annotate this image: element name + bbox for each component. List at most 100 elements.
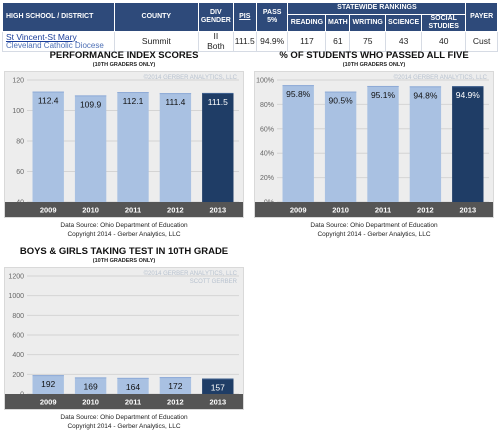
data-label: 109.9: [80, 99, 102, 109]
division-value: II: [213, 31, 219, 42]
data-source-note: Data Source: Ohio Department of Educatio…: [4, 414, 244, 432]
source-text: Data Source: Ohio Department of Educatio…: [60, 414, 188, 421]
x-tick-label: 2010: [82, 398, 99, 407]
science-rank-cell: 43: [385, 31, 423, 53]
social-rank-cell: 40: [421, 31, 467, 53]
col-div-header[interactable]: DIV GENDER: [197, 1, 234, 33]
col-rankings-header: STATEWIDE RANKINGS: [287, 2, 467, 15]
bar: [32, 91, 64, 202]
y-tick-label: 200: [12, 372, 24, 379]
students-tested-panel: BOYS & GIRLS TAKING TEST IN 10TH GRADE (…: [4, 246, 244, 432]
bar-top-edge: [74, 377, 107, 379]
data-label: 95.1%: [371, 90, 396, 100]
bar: [32, 375, 64, 394]
bar-top-edge: [367, 85, 399, 87]
bar: [367, 85, 399, 202]
col-payer-header[interactable]: PAYER: [465, 1, 498, 33]
bar: [409, 86, 442, 202]
bar-top-edge: [117, 92, 149, 94]
bar: [452, 86, 484, 202]
pis-link[interactable]: PIS: [239, 13, 251, 21]
bar-top-edge: [159, 93, 192, 95]
y-tick-label: 400: [12, 352, 24, 359]
school-cell: St Vincent-St Mary Cleveland Catholic Di…: [2, 31, 115, 53]
watermark-line: ©2014 GERBER ANALYTICS, LLC: [143, 271, 237, 277]
bar: [74, 95, 107, 202]
watermark: ©2014 GERBER ANALYTICS, LLC: [393, 75, 487, 81]
data-label: 111.5: [208, 97, 228, 107]
data-label: 157: [211, 383, 225, 393]
col-pass-header[interactable]: PASS 5%: [255, 1, 289, 33]
chart-subtitle: (10TH GRADERS ONLY): [92, 258, 156, 264]
gender-value: Both: [207, 40, 225, 51]
performance-index-panel: PERFORMANCE INDEX SCORES (10TH GRADERS O…: [4, 50, 244, 240]
y-tick-label: 120: [12, 78, 24, 85]
source-text: Data Source: Ohio Department of Educatio…: [310, 222, 438, 229]
col-social-header[interactable]: SOCIAL STUDIES: [421, 13, 467, 33]
data-label: 90.5%: [329, 96, 354, 106]
data-label: 111.4: [165, 97, 185, 107]
data-label: 112.4: [38, 96, 59, 106]
school-header-table: HIGH SCHOOL / DISTRICT COUNTY DIV GENDER…: [2, 1, 498, 53]
x-tick-label: 2010: [332, 206, 349, 215]
bar-top-edge: [32, 375, 64, 377]
chart-subtitle: (10TH GRADERS ONLY): [342, 62, 406, 68]
chart-subtitle: (10TH GRADERS ONLY): [92, 62, 156, 68]
col-math-header[interactable]: MATH: [325, 13, 351, 33]
x-tick-label: 2011: [125, 398, 141, 407]
pass-cell: 94.9%: [255, 31, 289, 53]
x-tick-label: 2009: [40, 206, 57, 215]
bar: [202, 92, 234, 202]
writing-rank-cell: 75: [349, 31, 387, 53]
col-county-header[interactable]: COUNTY: [113, 1, 199, 33]
bar-top-edge: [74, 95, 107, 97]
bar-top-edge: [452, 86, 484, 88]
x-tick-label: 2011: [125, 206, 141, 215]
watermark: ©2014 GERBER ANALYTICS, LLC SCOTT GERBER: [144, 271, 237, 287]
col-pis-header[interactable]: PIS: [232, 1, 257, 33]
y-tick-label: 800: [12, 313, 24, 320]
x-tick-label: 2013: [459, 206, 476, 215]
bar-top-edge: [117, 377, 149, 379]
y-tick-label: 60: [16, 169, 24, 176]
bar: [324, 91, 357, 202]
y-tick-label: 60%: [260, 126, 274, 133]
y-tick-label: 1000: [8, 293, 24, 300]
bar-top-edge: [159, 377, 192, 379]
performance-index-chart: 406080100120112.42009109.92010112.120111…: [4, 71, 244, 218]
x-axis-band: [5, 202, 243, 217]
x-tick-label: 2011: [375, 206, 391, 215]
data-label: 94.9%: [456, 90, 481, 100]
x-tick-label: 2013: [209, 398, 226, 407]
y-tick-label: 100: [12, 108, 24, 115]
col-writing-header[interactable]: WRITING: [349, 13, 387, 33]
copyright-text: Copyright 2014 - Gerber Analytics, LLC: [317, 230, 431, 238]
x-tick-label: 2012: [167, 398, 184, 407]
y-tick-label: 1200: [8, 274, 24, 281]
watermark: ©2014 GERBER ANALYTICS, LLC: [143, 75, 237, 81]
payer-cell: Cust: [465, 31, 498, 53]
x-tick-label: 2010: [82, 206, 99, 215]
bar-top-edge: [202, 378, 234, 380]
chart-title: BOYS & GIRLS TAKING TEST IN 10TH GRADE: [19, 246, 229, 257]
district-name: Cleveland Catholic Diocese: [6, 40, 104, 50]
col-school-header[interactable]: HIGH SCHOOL / DISTRICT: [2, 1, 115, 33]
y-tick-label: 20%: [260, 175, 274, 182]
col-science-header[interactable]: SCIENCE: [385, 13, 423, 33]
col-reading-header[interactable]: READING: [287, 13, 327, 33]
x-tick-label: 2012: [417, 206, 434, 215]
x-tick-label: 2009: [40, 398, 57, 407]
bar: [282, 85, 314, 202]
school-link[interactable]: St Vincent-St Mary: [6, 31, 77, 42]
x-axis-band: [5, 394, 243, 409]
bar-top-edge: [282, 85, 314, 87]
x-tick-label: 2013: [209, 206, 226, 215]
x-tick-label: 2012: [167, 206, 184, 215]
y-tick-label: 80: [16, 139, 24, 146]
x-tick-label: 2009: [290, 206, 307, 215]
pis-cell: 111.5: [232, 31, 257, 53]
y-tick-label: 100%: [256, 78, 274, 85]
bar: [159, 377, 192, 394]
source-text: Data Source: Ohio Department of Educatio…: [60, 222, 188, 229]
bar: [159, 93, 192, 202]
